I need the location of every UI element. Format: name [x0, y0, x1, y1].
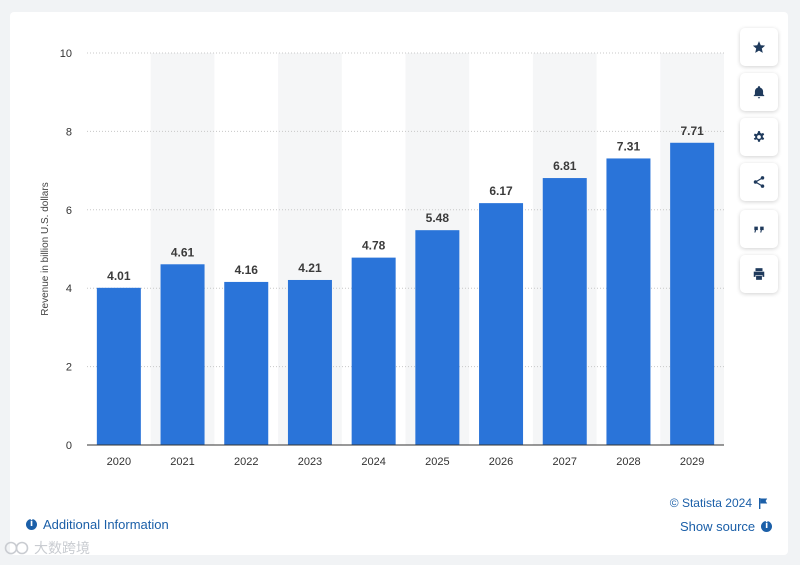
- x-tick-label: 2028: [616, 456, 640, 468]
- additional-information-link[interactable]: i Additional Information: [26, 517, 169, 532]
- value-labels: 4.01 4.61 4.16 4.21 4.78 5.48 6.17 6.81 7.31 7.71: [107, 124, 704, 283]
- bar-2029[interactable]: [670, 142, 715, 445]
- star-icon: [752, 41, 766, 53]
- bars: [96, 142, 715, 445]
- cite-button[interactable]: [740, 210, 778, 248]
- gridlines: [87, 52, 724, 368]
- additional-information-label: Additional Information: [43, 517, 169, 532]
- y-axis-label: Revenue in billion U.S. dollars: [40, 182, 51, 315]
- y-tick-label: 8: [66, 126, 72, 138]
- x-tick-label: 2023: [298, 456, 322, 468]
- bar-2021[interactable]: [160, 264, 205, 445]
- quote-icon: [754, 226, 764, 233]
- bar-2028[interactable]: [606, 158, 651, 445]
- x-tick-label: 2025: [425, 456, 449, 468]
- x-tick-label: 2020: [107, 456, 131, 468]
- value-label: 7.31: [617, 139, 641, 153]
- settings-button[interactable]: [740, 118, 778, 156]
- chart-card: [10, 12, 788, 555]
- print-icon: [753, 268, 765, 280]
- notification-button[interactable]: [740, 73, 778, 111]
- value-label: 4.21: [298, 261, 322, 275]
- x-tick-label: 2029: [680, 456, 704, 468]
- watermark-text: 大数跨境: [34, 540, 90, 556]
- gear-icon: [753, 131, 765, 142]
- show-source-link[interactable]: Show source i: [680, 519, 773, 534]
- favorite-button[interactable]: [740, 28, 778, 66]
- bar-2026[interactable]: [479, 203, 524, 445]
- x-tick-label: 2021: [170, 456, 194, 468]
- bar-2025[interactable]: [415, 230, 460, 445]
- x-tick-label: 2026: [489, 456, 513, 468]
- y-tick-label: 6: [66, 205, 72, 217]
- bar-2022[interactable]: [224, 281, 269, 445]
- info-icon: i: [26, 519, 37, 530]
- watermark: 大数跨境: [4, 538, 90, 558]
- copyright-text: © Statista 2024: [669, 496, 752, 510]
- flag-icon: [759, 497, 768, 509]
- x-tick-label: 2027: [553, 456, 577, 468]
- info-icon: i: [761, 521, 773, 532]
- copyright-notice[interactable]: © Statista 2024: [670, 496, 768, 510]
- value-label: 7.71: [680, 124, 704, 138]
- bar-2023[interactable]: [287, 279, 332, 445]
- value-label: 4.61: [171, 245, 195, 259]
- value-label: 4.78: [362, 239, 386, 253]
- value-label: 6.81: [553, 159, 577, 173]
- bar-2020[interactable]: [96, 287, 141, 445]
- x-tick-label: 2022: [234, 456, 258, 468]
- show-source-label: Show source: [680, 519, 756, 534]
- value-label: 4.16: [235, 263, 259, 277]
- tick-labels: 0 2 4 6 8 10 2020 2021 2022 2023 2024 2025 2026 2027 2…: [60, 48, 705, 468]
- x-tick-label: 2024: [361, 456, 385, 468]
- print-button[interactable]: [740, 255, 778, 293]
- value-label: 4.01: [107, 269, 131, 283]
- bar-2027[interactable]: [542, 178, 587, 445]
- value-label: 5.48: [426, 211, 450, 225]
- y-tick-label: 10: [60, 48, 72, 60]
- share-button[interactable]: [740, 163, 778, 201]
- watermark-logo-icon: [4, 541, 29, 555]
- bar-2024[interactable]: [351, 257, 396, 445]
- share-icon: [753, 176, 765, 188]
- y-tick-label: 4: [66, 283, 72, 295]
- y-tick-label: 0: [66, 440, 72, 452]
- value-label: 6.17: [489, 184, 513, 198]
- bell-icon: [753, 86, 765, 99]
- y-tick-label: 2: [66, 362, 72, 374]
